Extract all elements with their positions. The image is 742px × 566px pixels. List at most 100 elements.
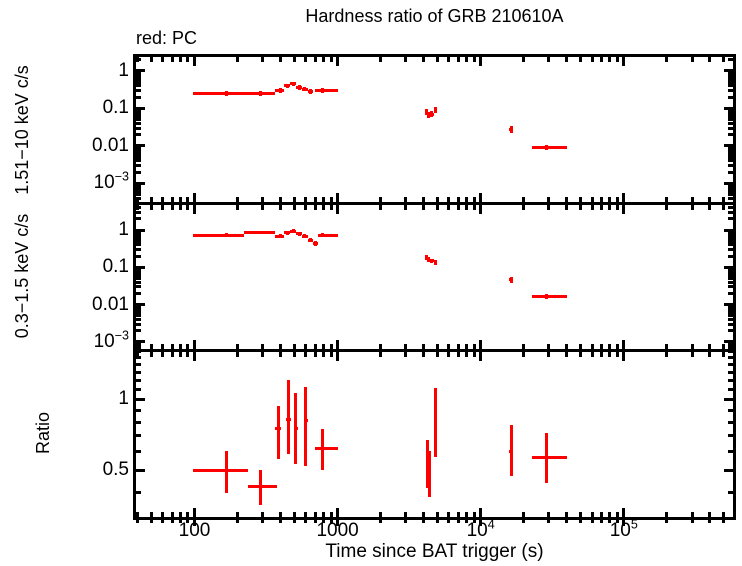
y-tick — [136, 267, 141, 271]
y-tick — [136, 183, 141, 187]
x-tick — [186, 204, 190, 210]
x-tick — [170, 520, 174, 523]
y-tick — [136, 148, 141, 152]
data-point-xerr — [318, 233, 338, 237]
x-tick — [722, 204, 726, 210]
x-tick — [708, 512, 712, 517]
y-tick-label: 0.1 — [102, 256, 129, 278]
x-tick — [149, 204, 153, 210]
x-tick — [236, 520, 240, 523]
x-tick — [590, 343, 594, 349]
x-tick — [322, 196, 326, 202]
x-tick — [279, 351, 283, 357]
y-tick — [728, 206, 733, 210]
y-tick — [728, 193, 733, 197]
y-tick — [136, 318, 141, 322]
x-tick — [465, 57, 469, 62]
data-point-yerr — [430, 258, 434, 264]
y-tick — [728, 285, 733, 289]
y-tick — [728, 449, 733, 453]
data-point-yerr — [433, 106, 437, 113]
y-tick — [728, 170, 733, 174]
data-point-yerr — [424, 109, 428, 115]
x-tick — [322, 204, 326, 210]
x-tick — [179, 196, 183, 202]
x-tick — [447, 520, 451, 523]
y-tick — [728, 196, 733, 200]
y-tick — [136, 346, 141, 350]
y-tick — [136, 133, 141, 137]
x-tick — [179, 343, 183, 349]
panel-border — [133, 54, 736, 57]
x-tick — [565, 520, 569, 523]
x-tick — [522, 520, 526, 523]
y-tick — [724, 340, 733, 344]
x-tick — [186, 351, 190, 357]
y-tick — [728, 110, 733, 114]
x-tick — [186, 343, 190, 349]
y-tick — [136, 311, 141, 315]
x-tick — [547, 351, 551, 357]
x-tick — [336, 508, 340, 517]
y-tick — [728, 232, 733, 236]
x-tick — [336, 351, 340, 361]
x-tick — [722, 57, 726, 62]
x-tick — [608, 204, 612, 210]
y-tick-label: 0.01 — [92, 134, 129, 156]
y-tick — [728, 344, 733, 348]
x-tick — [279, 520, 283, 523]
y-tick — [136, 80, 141, 84]
y-tick — [136, 126, 141, 130]
x-tick — [690, 520, 694, 523]
y-tick — [136, 170, 141, 174]
y-tick — [136, 164, 141, 168]
x-tick — [179, 57, 183, 62]
data-point-yerr — [314, 240, 318, 246]
x-tick — [436, 343, 440, 349]
y-tick — [728, 277, 733, 281]
y-tick — [136, 71, 141, 75]
y-tick — [728, 236, 733, 240]
y-tick — [728, 118, 733, 122]
x-tick — [590, 520, 594, 523]
data-point-xerr — [193, 468, 248, 472]
x-tick — [457, 512, 461, 517]
y-tick — [136, 236, 141, 240]
x-tick — [608, 520, 612, 523]
y-tick — [728, 148, 733, 152]
x-tick-label: 1000 — [316, 520, 359, 541]
data-point-yerr — [279, 234, 283, 239]
x-tick — [708, 351, 712, 357]
y-tick — [136, 95, 141, 99]
x-tick — [293, 520, 297, 523]
x-tick — [622, 508, 626, 517]
x-tick — [608, 57, 612, 62]
y-tick — [728, 183, 733, 187]
legend-label: red: PC — [136, 28, 198, 48]
x-tick — [313, 204, 317, 210]
x-tick — [436, 520, 440, 523]
x-tick — [136, 512, 140, 517]
x-tick — [522, 204, 526, 210]
y-tick — [728, 408, 733, 412]
x-tick — [565, 512, 569, 517]
y-tick — [136, 243, 141, 247]
y-tick — [136, 314, 141, 318]
y-tick — [728, 304, 733, 308]
x-tick — [193, 520, 196, 526]
x-tick — [313, 351, 317, 357]
x-tick — [465, 512, 469, 517]
x-tick — [170, 204, 174, 210]
y-tick — [728, 159, 733, 163]
y-tick — [136, 408, 141, 412]
y-tick — [728, 271, 733, 275]
data-point-yerr — [430, 111, 434, 118]
x-tick — [379, 520, 383, 523]
x-tick — [179, 512, 183, 517]
x-tick — [313, 196, 317, 202]
x-tick — [579, 57, 583, 62]
x-tick — [161, 196, 165, 202]
y-tick — [136, 277, 141, 281]
x-tick — [179, 204, 183, 210]
x-tick — [236, 196, 240, 202]
